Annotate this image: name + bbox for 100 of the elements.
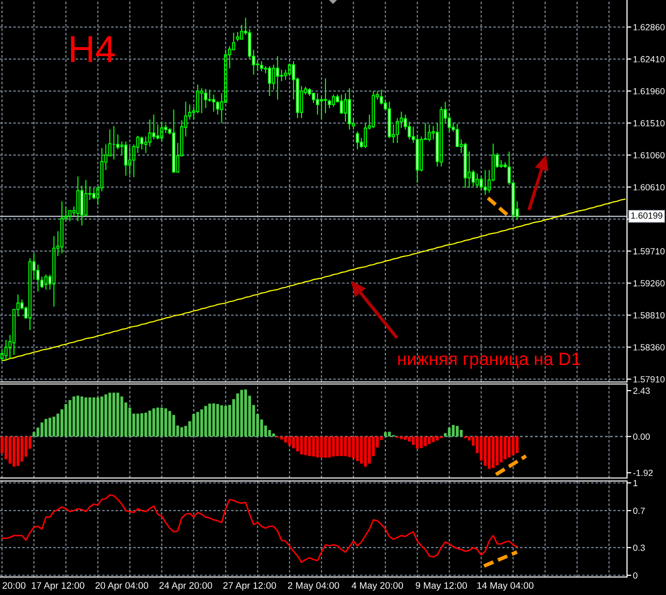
bar [160, 408, 164, 436]
bar [76, 396, 80, 436]
bar [324, 436, 327, 458]
bar [304, 436, 307, 456]
bar [224, 406, 228, 436]
candlestick [456, 123, 459, 148]
bar [148, 410, 152, 436]
bar [8, 436, 12, 464]
candlestick [152, 114, 156, 140]
bar [240, 390, 244, 436]
bar [448, 428, 451, 436]
bar [316, 436, 319, 458]
bar [296, 436, 299, 452]
bar [404, 436, 407, 440]
bar [44, 418, 48, 436]
bar [216, 404, 220, 436]
candlestick [128, 146, 132, 176]
x-tick-label: 20:00 [2, 582, 26, 589]
candlestick [160, 121, 164, 142]
candlestick [476, 173, 479, 188]
bar [348, 436, 351, 458]
bar [352, 436, 355, 459]
bar [312, 436, 315, 456]
bar [356, 436, 359, 462]
bar [292, 436, 295, 448]
bar [320, 436, 323, 458]
bar [48, 418, 52, 436]
y-tick-label: 1.62860 [634, 24, 665, 30]
bar [108, 392, 112, 436]
bar [220, 405, 224, 436]
bar [236, 393, 240, 436]
bar [156, 408, 160, 436]
y-tick-label: 1 [634, 480, 638, 486]
bar [344, 436, 347, 456]
y-tick-label: 1.61510 [634, 120, 665, 126]
bar [388, 432, 391, 436]
bar [16, 436, 20, 466]
bar [368, 436, 371, 464]
bar [56, 414, 60, 436]
bar [300, 436, 303, 454]
bar [508, 436, 511, 458]
y-tick-label: 1.62410 [634, 56, 665, 62]
y-tick-label: 2.43 [633, 388, 650, 394]
bar [180, 427, 184, 436]
bar [436, 436, 439, 440]
candlestick [276, 56, 280, 100]
bar [400, 436, 403, 440]
candlestick [156, 124, 160, 140]
bar [484, 436, 487, 466]
y-tick-label: 0.00 [633, 433, 650, 440]
bar [500, 436, 503, 462]
bar [384, 432, 387, 436]
bar [208, 404, 212, 436]
candlestick [148, 118, 152, 148]
bar [272, 433, 275, 436]
bar [332, 436, 335, 456]
bar [308, 436, 311, 456]
bar [52, 416, 56, 436]
bar [504, 436, 507, 460]
bar [284, 436, 287, 443]
x-tick-label: 27 Apr 12:00 [223, 582, 276, 591]
bar [88, 397, 92, 436]
candlestick [464, 142, 467, 188]
bar [360, 436, 363, 464]
y-tick-label: 1.60610 [634, 184, 665, 190]
bar [488, 436, 491, 469]
annotation: H4 [71, 36, 115, 62]
y-tick-label: 1.61960 [634, 88, 665, 94]
y-tick-label: -1.92 [633, 470, 653, 476]
x-tick-label: 4 May 20:00 [352, 582, 404, 591]
x-tick-label: 20 Apr 04:00 [96, 582, 148, 591]
candlestick [172, 109, 176, 173]
candlestick [472, 169, 475, 187]
y-tick-label: 1.58360 [634, 344, 665, 350]
bar [80, 396, 84, 436]
candlestick [324, 78, 328, 114]
bar [112, 392, 116, 436]
x-tick-label: 9 May 12:00 [416, 582, 467, 591]
bar [336, 436, 339, 456]
bar [328, 436, 331, 458]
y-tick-label: 1.57910 [634, 376, 665, 382]
x-tick-label: 14 May 04:00 [477, 582, 534, 591]
bar [4, 436, 8, 460]
y-tick-label: 1.58810 [634, 312, 665, 318]
ref-line-label: 1.60199 [631, 212, 662, 219]
bar [20, 436, 24, 462]
bar [40, 422, 44, 436]
y-tick-label: 0.3 [633, 544, 645, 551]
candlestick [28, 258, 32, 331]
bar [116, 392, 120, 436]
bar [72, 396, 76, 436]
x-tick-label: 2 May 04:00 [288, 582, 340, 591]
bar [496, 436, 499, 466]
y-tick-label: 0.7 [633, 508, 645, 514]
annotation: нижняя граница на D1 [398, 352, 580, 369]
bar [12, 436, 16, 467]
x-tick-label: 17 Apr 12:00 [32, 582, 84, 591]
candlestick [36, 264, 40, 292]
y-tick-label: 1.59710 [634, 248, 665, 254]
y-tick-label: 1.59260 [634, 280, 665, 286]
